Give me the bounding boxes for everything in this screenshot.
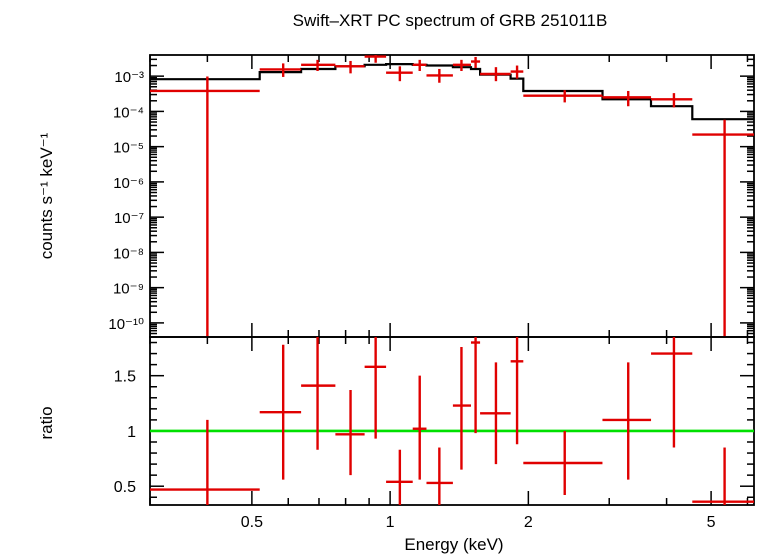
y-tick-label-bottom: 1.5 [114, 369, 136, 386]
spectrum-point [510, 65, 524, 79]
ratio-point [452, 346, 471, 470]
spectrum-point [651, 93, 693, 108]
x-tick-label: 5 [707, 514, 716, 531]
bottom-y-axis-label: ratio [37, 406, 56, 439]
y-tick-label-top: 10⁻¹⁰ [108, 316, 144, 333]
spectrum-point [301, 59, 336, 71]
spectrum-point [602, 90, 652, 107]
ratio-point [480, 362, 511, 465]
spectrum-point [364, 55, 387, 63]
ratio-point [335, 390, 365, 476]
ratio-point [510, 337, 524, 445]
y-tick-label-top: 10⁻³ [114, 69, 144, 86]
ratio-point [301, 337, 336, 450]
x-tick-label: 2 [524, 514, 533, 531]
top-axis-ticks [149, 55, 754, 338]
bottom-y-tick-labels: 0.5 1 1.5 [114, 369, 136, 497]
spectrum-point [335, 60, 365, 74]
y-tick-label-top: 10⁻⁷ [114, 210, 144, 227]
spectrum-point [412, 59, 427, 71]
spectrum-point [452, 59, 471, 71]
ratio-point [150, 419, 260, 505]
top-y-tick-labels: 10⁻³ 10⁻⁴ 10⁻⁵ 10⁻⁶ 10⁻⁷ 10⁻⁸ 10⁻⁹ 10⁻¹⁰ [108, 69, 144, 333]
ratio-point [692, 447, 754, 505]
spectrum-data-series [150, 55, 754, 337]
x-tick-labels: 0.5 1 2 5 [241, 514, 716, 531]
bottom-axis-ticks [149, 337, 754, 505]
ratio-point [470, 337, 481, 434]
bottom-plot-frame [149, 336, 755, 506]
chart-title: Swift–XRT PC spectrum of GRB 251011B [293, 11, 608, 30]
spectrum-point [150, 76, 260, 337]
top-plot-frame [149, 54, 755, 338]
y-tick-label-top: 10⁻⁹ [113, 281, 144, 298]
ratio-point [259, 344, 302, 480]
x-tick-label: 1 [386, 514, 395, 531]
ratio-point [386, 449, 413, 505]
x-axis-label: Energy (keV) [404, 535, 503, 554]
ratio-point [602, 362, 652, 480]
spectrum-point [386, 66, 413, 82]
top-panel: 10⁻³ 10⁻⁴ 10⁻⁵ 10⁻⁶ 10⁻⁷ 10⁻⁸ 10⁻⁹ 10⁻¹⁰ counts… [37, 54, 755, 338]
spectrum-point [692, 119, 754, 337]
ratio-data-series [150, 337, 754, 505]
y-tick-label-top: 10⁻⁴ [113, 104, 144, 121]
bottom-panel: 0.5 1 1.5 0.5 1 2 5 ratio Energy (keV) [37, 336, 755, 554]
x-tick-label: 0.5 [241, 514, 263, 531]
y-tick-label-top: 10⁻⁸ [113, 245, 144, 262]
ratio-point [426, 447, 453, 505]
spectrum-point [480, 67, 511, 82]
y-tick-label-top: 10⁻⁶ [113, 175, 144, 192]
spectrum-point [470, 56, 481, 69]
spectrum-point [523, 90, 603, 103]
spectrum-point [259, 63, 302, 77]
y-tick-label-bottom: 1 [127, 424, 136, 441]
spectrum-point [426, 68, 453, 83]
ratio-point [523, 430, 603, 496]
ratio-point [364, 337, 387, 439]
y-tick-label-bottom: 0.5 [114, 479, 136, 496]
top-y-axis-label: counts s⁻¹ keV⁻¹ [37, 132, 56, 259]
y-tick-label-top: 10⁻⁵ [113, 140, 144, 157]
ratio-point [651, 337, 693, 448]
ratio-point [412, 375, 427, 480]
